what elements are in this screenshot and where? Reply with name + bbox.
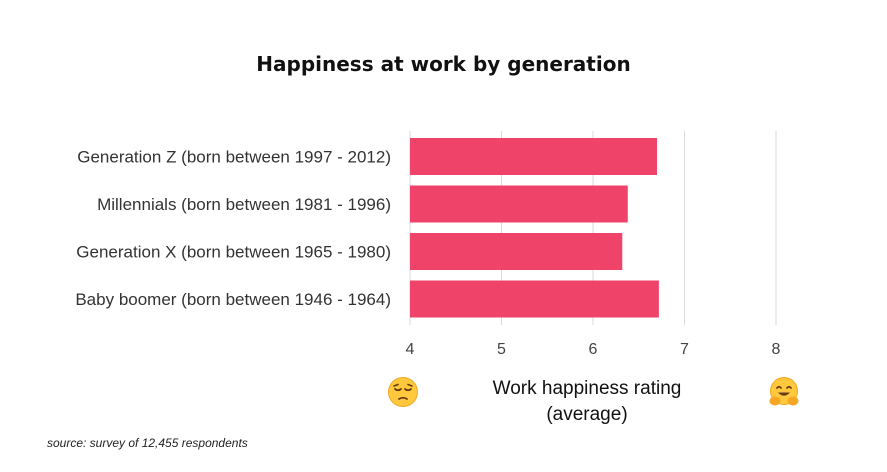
x-axis-label-line-2: (average) [546, 404, 628, 425]
bar [410, 280, 659, 318]
bar [410, 185, 628, 223]
source-note: source: survey of 12,455 respondents [47, 436, 248, 450]
x-tick-label: 7 [680, 341, 689, 358]
bar [410, 138, 658, 175]
category-label: Generation X (born between 1965 - 1980) [76, 243, 391, 262]
x-tick-label: 6 [589, 341, 598, 358]
x-tick-label: 4 [406, 341, 415, 358]
category-label: Millennials (born between 1981 - 1996) [97, 195, 391, 214]
hugging-face-icon [769, 377, 799, 406]
bar [410, 233, 623, 270]
category-label: Baby boomer (born between 1946 - 1964) [75, 290, 391, 309]
x-tick-label: 8 [772, 341, 781, 358]
x-axis-label-line-1: Work happiness rating [492, 378, 682, 399]
sad-face-icon [388, 377, 418, 407]
x-axis-label: Work happiness rating (average) [467, 376, 707, 428]
chart-title: Happiness at work by generation [256, 52, 631, 76]
x-tick-labels: 4 5 6 7 8 [406, 341, 781, 358]
category-labels: Generation Z (born between 1997 - 2012) M… [75, 148, 391, 310]
bars [410, 138, 659, 318]
x-tick-label: 5 [497, 341, 506, 358]
category-label: Generation Z (born between 1997 - 2012) [77, 148, 391, 167]
